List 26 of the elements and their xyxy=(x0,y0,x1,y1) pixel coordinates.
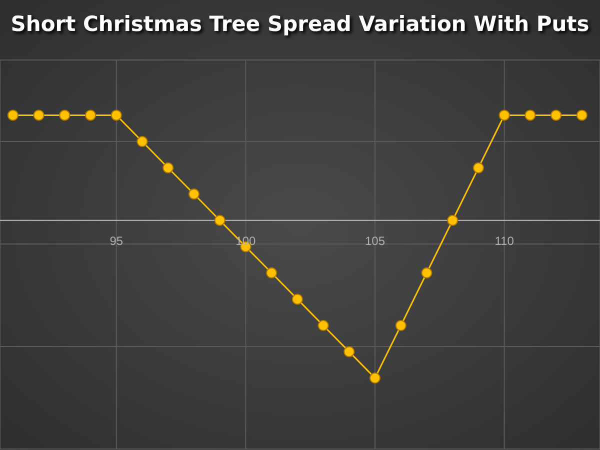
x-tick-label: 110 xyxy=(494,234,514,248)
point xyxy=(214,214,226,226)
point xyxy=(498,110,510,121)
point xyxy=(59,110,70,121)
point xyxy=(162,162,174,174)
point xyxy=(395,320,406,332)
point xyxy=(421,267,432,278)
point xyxy=(266,267,278,278)
point xyxy=(370,372,380,384)
point xyxy=(344,346,355,358)
point xyxy=(576,110,588,121)
point xyxy=(472,162,484,174)
x-tick-label: 105 xyxy=(364,234,386,248)
point xyxy=(110,110,122,121)
point xyxy=(447,214,458,226)
point xyxy=(318,320,329,332)
point xyxy=(136,136,148,148)
point xyxy=(550,110,562,121)
point xyxy=(33,110,44,121)
chart-title: Short Christmas Tree Spread Variation With Puts xyxy=(10,12,590,36)
x-tick-label: 95 xyxy=(110,234,124,248)
point xyxy=(188,188,200,200)
point xyxy=(7,110,18,121)
point xyxy=(524,110,536,121)
point xyxy=(292,294,303,305)
point xyxy=(85,110,96,121)
